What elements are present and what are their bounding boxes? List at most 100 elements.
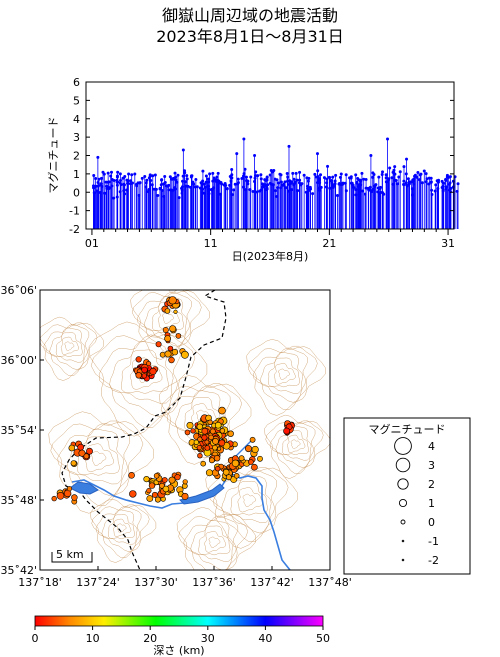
colorbar-label: 深さ (km) xyxy=(153,644,204,657)
stem-point xyxy=(215,175,219,179)
colorbar-tick-label: 50 xyxy=(316,632,330,645)
stem-point xyxy=(189,174,193,178)
stem-point xyxy=(133,172,137,176)
stem-x-tick-label: 01 xyxy=(85,237,99,250)
contour-line xyxy=(57,422,131,497)
stem-point xyxy=(122,182,126,186)
stem-point xyxy=(216,171,220,175)
stem-point xyxy=(211,171,215,175)
contour-line xyxy=(162,312,174,324)
stem-point xyxy=(256,174,260,178)
stem-point xyxy=(240,176,244,180)
stem-point xyxy=(436,180,440,184)
stem-point xyxy=(291,171,295,175)
earthquake-marker xyxy=(141,373,147,379)
stem-point xyxy=(272,168,276,172)
stem-point xyxy=(429,176,433,180)
earthquake-marker xyxy=(70,460,77,467)
magnitude-legend: マグニチュード 4 3 2 1 0 -1 -2 xyxy=(343,417,471,575)
contour-line xyxy=(90,498,157,563)
stem-point xyxy=(166,184,170,188)
legend-circle xyxy=(395,457,411,473)
stem-point xyxy=(373,184,377,188)
stem-point xyxy=(427,182,431,186)
contour-line xyxy=(66,428,124,485)
stem-point xyxy=(115,174,119,178)
stem-point xyxy=(185,174,189,178)
stem-y-tick-label: 4 xyxy=(73,113,80,126)
stem-point xyxy=(99,176,103,180)
earthquake-marker xyxy=(190,428,196,434)
stem-point xyxy=(152,187,156,191)
earthquake-marker xyxy=(149,367,157,376)
contour-line xyxy=(113,518,132,537)
legend-label: 4 xyxy=(428,440,435,453)
contour-line xyxy=(183,515,239,570)
stem-point xyxy=(309,187,313,191)
contour-line xyxy=(267,357,300,388)
stem-point xyxy=(163,174,167,178)
stem-point xyxy=(369,154,373,157)
stem-point xyxy=(219,181,223,185)
stem-point xyxy=(377,175,381,179)
stem-point xyxy=(119,183,123,187)
stem-y-tick-label: 0 xyxy=(73,186,80,199)
chart-title-line1: 御嶽山周辺域の地震活動 xyxy=(161,6,338,25)
earthquake-marker xyxy=(68,444,76,452)
stem-point xyxy=(198,186,202,190)
stem-point xyxy=(153,173,157,177)
map-y-tick-label: 35˚48' xyxy=(0,494,37,507)
stem-point xyxy=(395,182,399,186)
earthquake-marker xyxy=(193,439,199,445)
stem-point xyxy=(146,190,150,194)
contour-line xyxy=(198,525,231,556)
stem-point xyxy=(408,180,412,184)
legend-circle xyxy=(394,437,412,455)
stem-y-tick-label: 1 xyxy=(73,168,80,181)
stem-point xyxy=(275,178,279,182)
stem-point xyxy=(242,137,246,141)
stem-point xyxy=(322,176,326,180)
stem-point xyxy=(127,172,131,176)
earthquake-marker xyxy=(222,468,230,476)
earthquake-marker xyxy=(56,491,65,500)
map-x-tick-label: 137˚24' xyxy=(76,576,120,589)
stem-point xyxy=(412,179,416,183)
stem-point xyxy=(204,174,208,178)
stem-point xyxy=(335,193,339,197)
earthquake-marker xyxy=(257,455,263,462)
map-y-tick-label: 35˚42' xyxy=(0,564,37,577)
map-y-tick-label: 35˚54' xyxy=(0,424,37,437)
stem-point xyxy=(228,174,232,178)
stem-point xyxy=(349,175,353,179)
earthquake-marker xyxy=(208,457,215,464)
stem-point xyxy=(328,186,332,190)
stem-point xyxy=(354,173,358,177)
contour-line xyxy=(40,316,104,381)
stem-point xyxy=(163,181,167,185)
stem-point xyxy=(313,172,317,176)
stem-point xyxy=(230,168,234,172)
stem-point xyxy=(224,184,228,188)
stem-point xyxy=(249,175,253,179)
contour-line xyxy=(242,493,257,507)
stem-point xyxy=(135,184,139,188)
contour-line xyxy=(49,327,86,363)
stem-point xyxy=(371,171,375,175)
earthquake-marker xyxy=(171,348,179,356)
stem-point xyxy=(338,175,342,179)
stem-point xyxy=(209,188,213,192)
stem-point xyxy=(168,175,172,179)
colorbar-gradient xyxy=(34,615,324,627)
stem-point xyxy=(136,181,140,185)
legend-title: マグニチュード xyxy=(369,422,446,436)
stem-point xyxy=(440,179,444,183)
earthquake-marker xyxy=(217,446,222,451)
stem-point xyxy=(235,152,239,156)
earthquake-marker xyxy=(180,350,189,359)
stem-point xyxy=(118,172,122,176)
stem-point xyxy=(94,177,98,181)
stem-point xyxy=(144,185,148,189)
stem-point xyxy=(243,167,247,171)
